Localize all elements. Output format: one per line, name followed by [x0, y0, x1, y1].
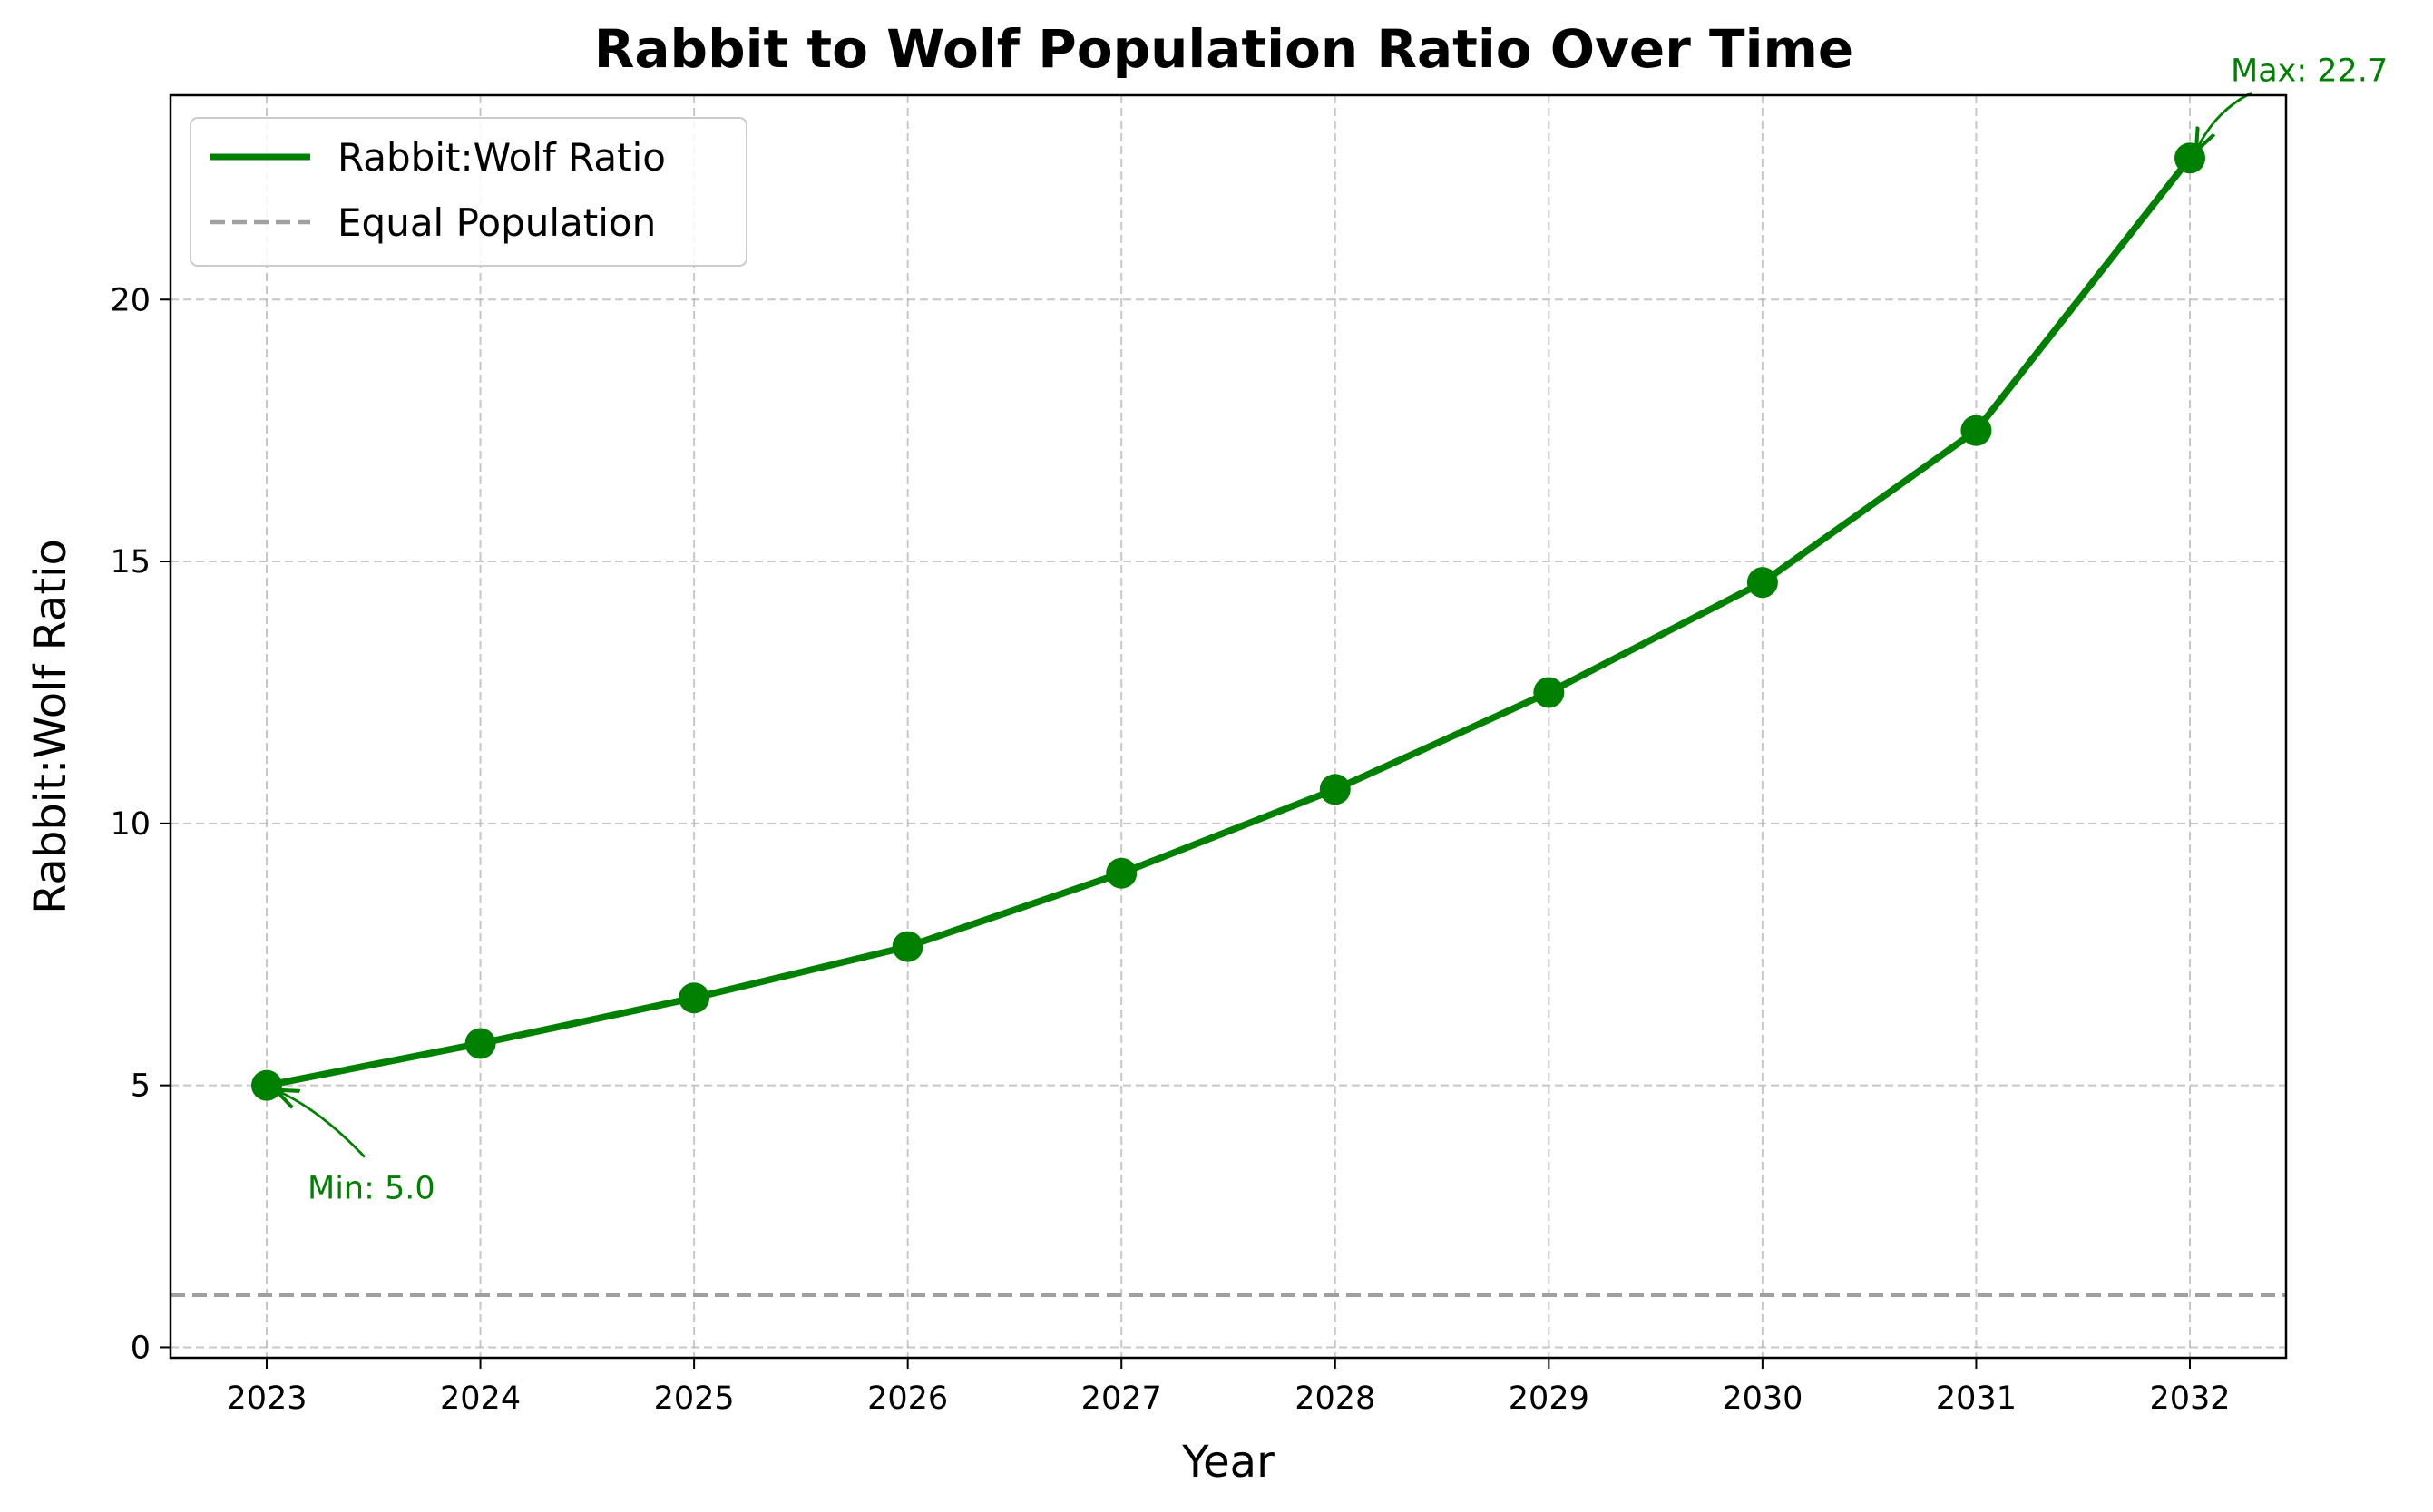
data-point	[892, 931, 923, 962]
legend-label-ratio: Rabbit:Wolf Ratio	[337, 135, 666, 180]
data-point	[2174, 142, 2205, 174]
x-tick-label: 2023	[226, 1380, 307, 1417]
x-tick-label: 2031	[1936, 1380, 2017, 1417]
x-tick-label: 2026	[867, 1380, 948, 1417]
x-tick-label: 2032	[2149, 1380, 2230, 1417]
data-point	[1960, 415, 1992, 446]
x-tick-label: 2025	[654, 1380, 735, 1417]
data-point	[1106, 857, 1138, 889]
min-annotation-label: Min: 5.0	[308, 1171, 435, 1207]
x-tick-label: 2024	[440, 1380, 521, 1417]
y-axis: 0 5 10 15 20	[110, 282, 171, 1366]
series-line	[266, 155, 2193, 1089]
y-tick-label: 15	[110, 544, 151, 580]
data-point	[251, 1069, 282, 1101]
legend: Rabbit:Wolf Ratio Equal Population	[190, 117, 747, 267]
data-point	[1319, 774, 1351, 805]
data-point	[464, 1028, 496, 1059]
chart-title: Rabbit to Wolf Population Ratio Over Tim…	[594, 18, 1854, 80]
max-annotation-arrow	[2197, 92, 2252, 149]
y-tick-label: 10	[110, 806, 151, 843]
x-tick-label: 2029	[1509, 1380, 1589, 1417]
data-point	[1533, 677, 1565, 708]
x-tick-label: 2030	[1722, 1380, 1803, 1417]
x-tick-label: 2028	[1295, 1380, 1375, 1417]
y-tick-label: 0	[131, 1330, 151, 1366]
max-annotation-label: Max: 22.7	[2231, 53, 2388, 89]
data-point	[679, 982, 710, 1014]
y-axis-label: Rabbit:Wolf Ratio	[25, 539, 76, 914]
x-tick-label: 2027	[1081, 1380, 1162, 1417]
grid	[171, 95, 2286, 1358]
x-axis: 2023 2024 2025 2026 2027 2028 2029 2030 2031 2032	[226, 1358, 2231, 1417]
plot-frame	[169, 93, 2288, 1360]
y-tick-label: 5	[131, 1068, 151, 1105]
data-point	[1746, 567, 1778, 599]
x-axis-label: Year	[1181, 1437, 1275, 1488]
series-group	[251, 142, 2205, 1101]
min-annotation-arrow	[278, 1091, 366, 1158]
y-tick-label: 20	[110, 282, 151, 318]
legend-label-equal: Equal Population	[337, 200, 656, 245]
legend-box	[190, 117, 747, 267]
annotations: Min: 5.0 Max: 22.7	[278, 53, 2388, 1207]
